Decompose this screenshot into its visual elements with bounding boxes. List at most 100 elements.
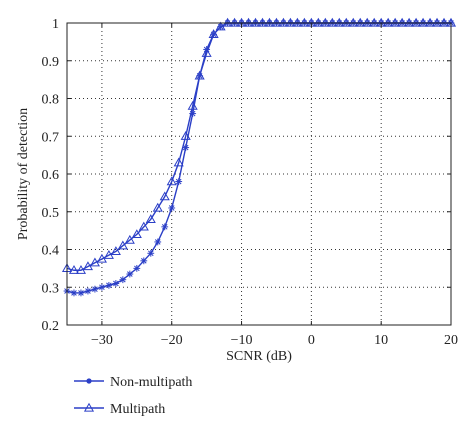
data-point-multipath <box>355 17 366 27</box>
series-line-multipath <box>66 22 451 271</box>
data-point-non-multipath <box>84 287 92 295</box>
x-tick-label: −10 <box>231 333 253 348</box>
legend-marker-non-multipath <box>86 378 92 384</box>
data-point-multipath <box>96 253 107 263</box>
data-point-multipath <box>166 176 177 186</box>
data-point-multipath <box>208 29 219 38</box>
y-tick-label: 0.6 <box>42 168 60 183</box>
legend-marker-shape <box>83 402 95 412</box>
data-point-multipath <box>418 17 429 27</box>
data-point-non-multipath <box>168 204 176 212</box>
data-point-multipath <box>124 234 135 244</box>
data-point-non-multipath <box>126 270 134 278</box>
data-point-multipath <box>327 17 338 27</box>
data-point-non-multipath <box>175 178 183 185</box>
legend-item-non-multipath: Non-multipath <box>74 375 192 390</box>
data-point-multipath <box>180 131 191 140</box>
data-point-multipath <box>271 17 282 27</box>
data-point-multipath <box>390 17 401 27</box>
data-point-multipath <box>292 17 303 27</box>
data-point-multipath <box>145 214 156 223</box>
y-tick-label: 0.8 <box>42 93 60 108</box>
y-tick-labels: 0.2 0.3 0.4 0.5 0.6 0.7 0.8 0.9 1 <box>42 17 60 334</box>
data-point-non-multipath <box>154 238 162 246</box>
plot-area <box>61 17 457 326</box>
legend: Non-multipath Multipath <box>74 375 192 417</box>
data-point-multipath <box>341 17 352 27</box>
x-axis-title: SCNR (dB) <box>226 349 292 364</box>
data-point-multipath <box>348 17 359 27</box>
data-point-multipath <box>243 17 254 27</box>
series-line-non-multipath <box>66 22 451 294</box>
data-point-non-multipath <box>98 283 106 291</box>
ticks <box>67 22 452 326</box>
data-point-multipath <box>424 17 436 27</box>
x-tick-label: 10 <box>374 333 388 348</box>
legend-marker-multipath <box>83 402 95 412</box>
legend-label-non-multipath: Non-multipath <box>110 375 192 390</box>
data-point-multipath <box>264 17 275 27</box>
x-tick-label: −30 <box>91 333 113 348</box>
data-point-non-multipath <box>70 289 78 297</box>
data-point-multipath <box>68 265 80 274</box>
data-point-multipath <box>362 17 373 27</box>
x-tick-label: 20 <box>444 333 458 348</box>
y-tick-label: 0.5 <box>42 206 60 221</box>
data-point-multipath <box>75 265 87 274</box>
data-point-multipath <box>411 17 422 27</box>
data-point-multipath <box>278 17 289 27</box>
y-tick-label: 0.7 <box>42 130 60 145</box>
x-tick-label: 0 <box>308 333 315 348</box>
data-point-multipath <box>369 17 380 27</box>
data-point-multipath <box>313 17 324 27</box>
data-point-multipath <box>82 261 94 271</box>
data-point-multipath <box>222 17 233 27</box>
x-tick-label: −20 <box>161 333 183 348</box>
data-point-multipath <box>138 221 149 231</box>
data-point-non-multipath <box>91 285 99 293</box>
x-tick-labels: −30 −20 −10 0 10 20 <box>91 333 458 348</box>
data-point-multipath <box>250 17 261 27</box>
data-point-multipath <box>431 17 443 27</box>
data-point-multipath <box>257 17 268 27</box>
data-point-multipath <box>201 47 212 57</box>
data-point-multipath <box>229 17 240 27</box>
data-point-multipath <box>404 17 415 27</box>
data-point-non-multipath <box>161 223 169 231</box>
data-point-multipath <box>110 246 121 256</box>
y-axis-title: Probability of detection <box>16 108 31 240</box>
y-tick-label: 0.9 <box>42 55 60 70</box>
data-point-multipath <box>334 17 345 27</box>
data-point-multipath <box>397 17 408 27</box>
data-point-non-multipath <box>112 280 120 287</box>
legend-label-multipath: Multipath <box>110 402 165 417</box>
data-point-non-multipath <box>140 257 148 265</box>
data-point-multipath <box>152 202 163 212</box>
data-point-non-multipath <box>182 144 190 151</box>
data-point-multipath <box>89 257 100 267</box>
y-tick-label: 0.3 <box>42 281 60 296</box>
data-point-multipath <box>320 17 331 27</box>
data-point-multipath <box>173 157 184 167</box>
data-point-non-multipath <box>133 264 141 272</box>
grid <box>67 23 451 325</box>
series-multipath <box>61 17 457 274</box>
data-point-multipath <box>117 240 128 250</box>
data-point-non-multipath <box>105 281 113 289</box>
data-point-multipath <box>103 249 114 259</box>
data-point-multipath <box>159 191 170 201</box>
data-point-multipath <box>285 17 296 27</box>
data-point-multipath <box>299 17 310 27</box>
data-point-multipath <box>438 17 450 27</box>
data-point-multipath <box>383 17 394 27</box>
y-tick-label: 0.2 <box>42 319 60 334</box>
data-point-non-multipath <box>119 276 127 284</box>
data-point-non-multipath <box>147 249 155 257</box>
legend-item-multipath: Multipath <box>74 402 165 417</box>
data-point-non-multipath <box>77 289 85 297</box>
legend-marker-shape <box>86 378 92 384</box>
data-point-multipath <box>194 70 205 80</box>
data-point-multipath <box>131 229 142 239</box>
data-point-multipath <box>215 21 226 31</box>
